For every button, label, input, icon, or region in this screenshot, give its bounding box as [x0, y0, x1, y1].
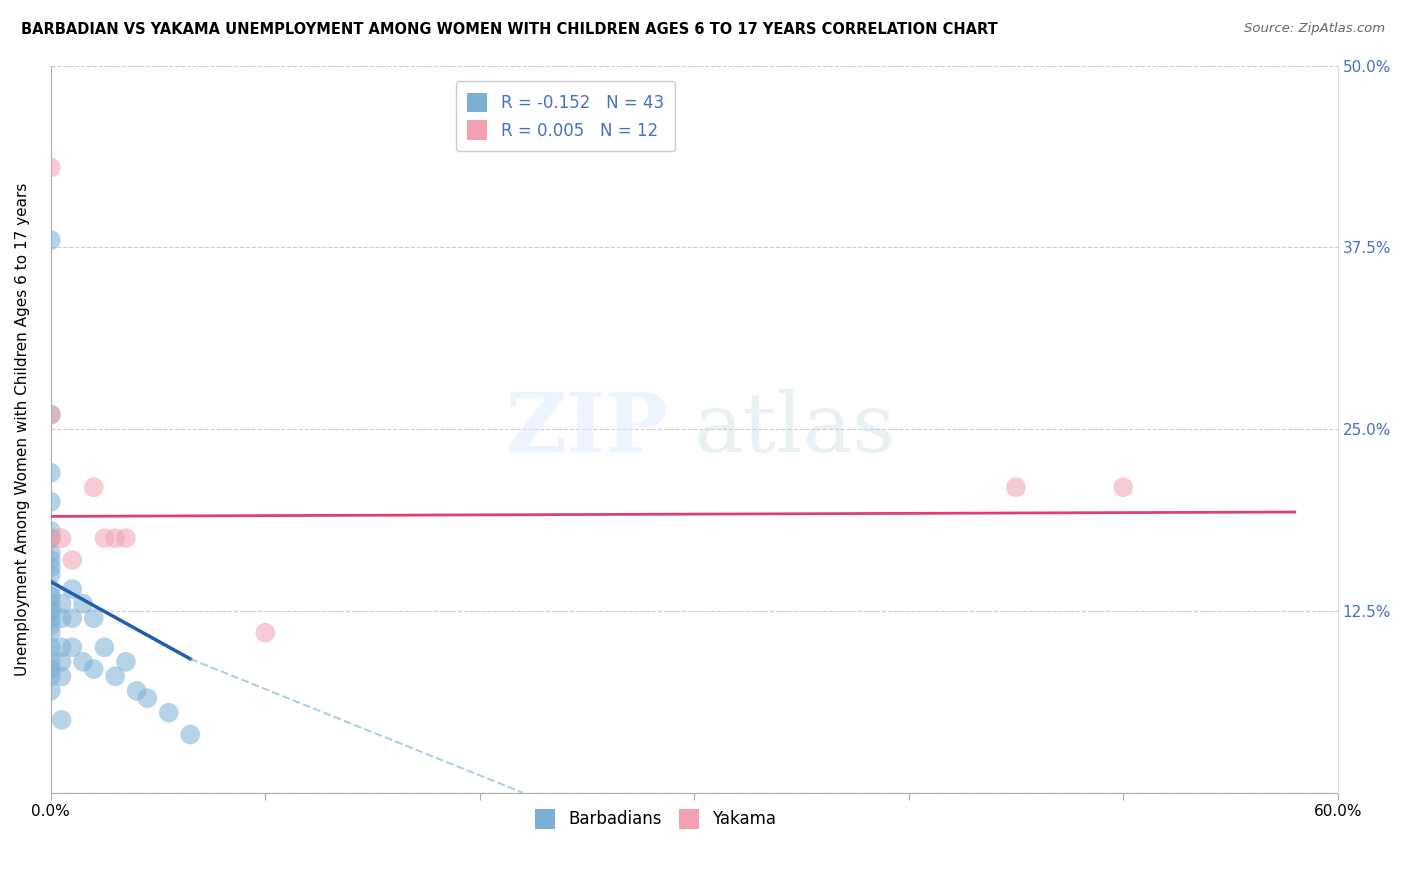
Point — [39, 531, 62, 545]
Text: atlas: atlas — [695, 389, 897, 469]
Point — [72, 655, 94, 669]
Point — [39, 553, 62, 567]
Point — [51, 640, 73, 655]
Point — [39, 590, 62, 604]
Text: ZIP: ZIP — [506, 389, 668, 469]
Point — [254, 625, 277, 640]
Point — [39, 560, 62, 574]
Point — [39, 662, 62, 676]
Text: BARBADIAN VS YAKAMA UNEMPLOYMENT AMONG WOMEN WITH CHILDREN AGES 6 TO 17 YEARS CO: BARBADIAN VS YAKAMA UNEMPLOYMENT AMONG W… — [21, 22, 998, 37]
Point — [39, 597, 62, 611]
Point — [39, 495, 62, 509]
Point — [39, 408, 62, 422]
Point — [51, 655, 73, 669]
Point — [39, 640, 62, 655]
Point — [60, 582, 83, 596]
Point — [115, 655, 138, 669]
Point — [39, 161, 62, 175]
Point — [39, 625, 62, 640]
Y-axis label: Unemployment Among Women with Children Ages 6 to 17 years: Unemployment Among Women with Children A… — [15, 183, 30, 676]
Point — [1005, 480, 1028, 494]
Point — [39, 567, 62, 582]
Point — [39, 233, 62, 247]
Point — [125, 684, 148, 698]
Point — [51, 713, 73, 727]
Point — [83, 480, 105, 494]
Point — [39, 466, 62, 480]
Point — [60, 611, 83, 625]
Point — [104, 669, 127, 683]
Point — [39, 408, 62, 422]
Text: Source: ZipAtlas.com: Source: ZipAtlas.com — [1244, 22, 1385, 36]
Point — [39, 524, 62, 538]
Point — [51, 611, 73, 625]
Point — [51, 597, 73, 611]
Point — [39, 611, 62, 625]
Point — [51, 531, 73, 545]
Point — [39, 531, 62, 545]
Point — [93, 531, 115, 545]
Point — [39, 669, 62, 683]
Point — [39, 582, 62, 596]
Point — [179, 727, 201, 741]
Point — [115, 531, 138, 545]
Point — [1112, 480, 1135, 494]
Point — [93, 640, 115, 655]
Point — [39, 684, 62, 698]
Point — [39, 655, 62, 669]
Point — [39, 546, 62, 560]
Legend: Barbadians, Yakama: Barbadians, Yakama — [529, 803, 783, 835]
Point — [60, 553, 83, 567]
Point — [157, 706, 180, 720]
Point — [83, 611, 105, 625]
Point — [51, 669, 73, 683]
Point — [72, 597, 94, 611]
Point — [39, 604, 62, 618]
Point — [39, 531, 62, 545]
Point — [104, 531, 127, 545]
Point — [39, 618, 62, 632]
Point — [60, 640, 83, 655]
Point — [83, 662, 105, 676]
Point — [136, 691, 159, 706]
